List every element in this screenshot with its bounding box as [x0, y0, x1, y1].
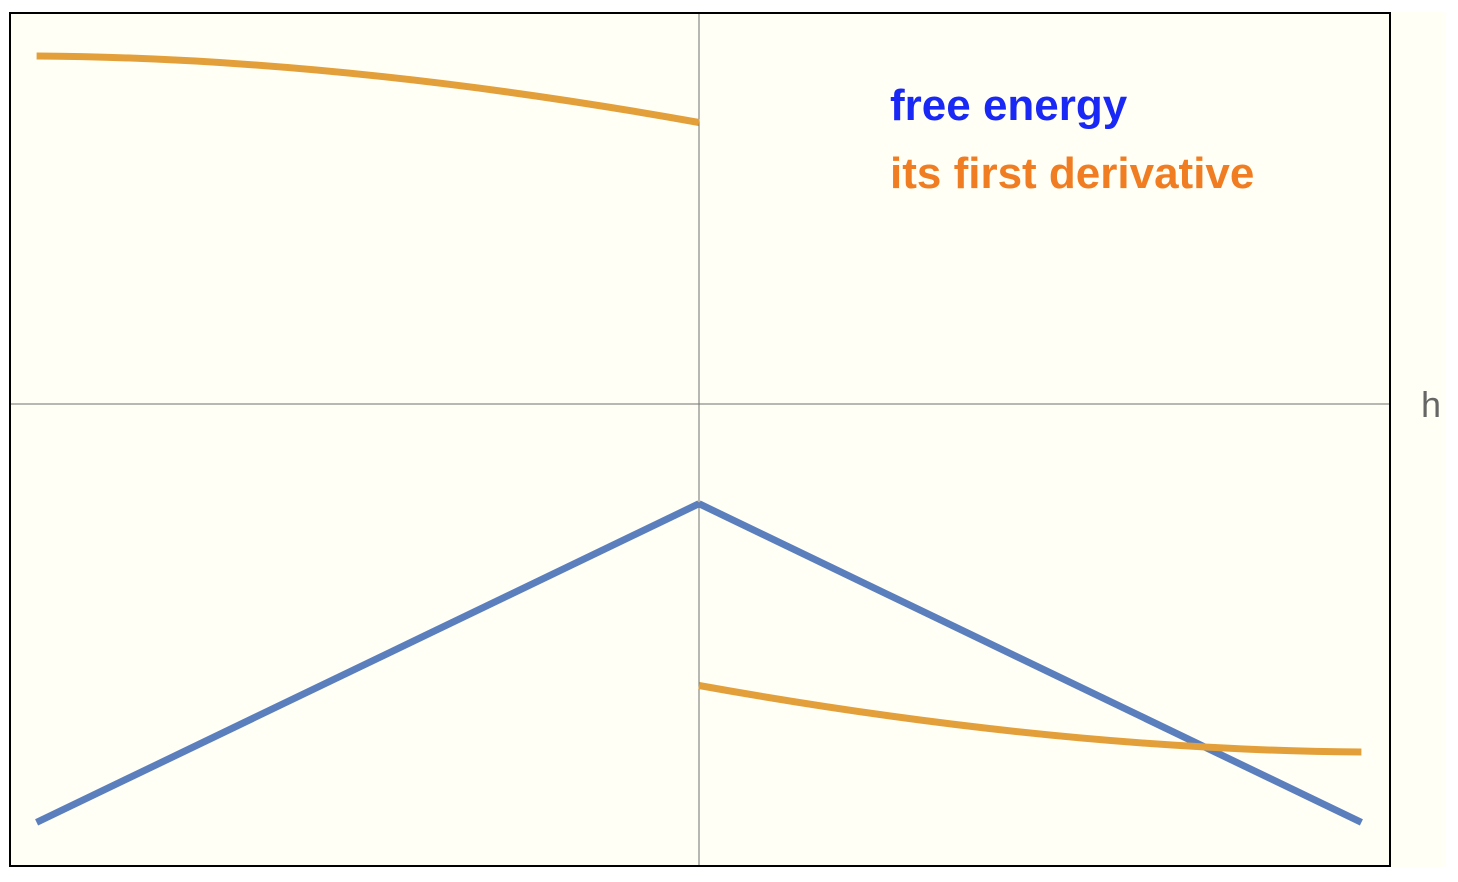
plot-frame: [9, 12, 1391, 867]
first-derivative-line-segment-2: [698, 682, 1362, 756]
free-energy-line-segment-2: [697, 500, 1363, 826]
legend-free-energy: free energy: [890, 81, 1128, 130]
free-energy-line-segment-1: [35, 500, 701, 826]
plot-outer-background: [1390, 12, 1446, 867]
series-layer: [35, 52, 1363, 826]
x-axis-label: h: [1421, 384, 1441, 425]
legend-first-derivative: its first derivative: [890, 149, 1254, 198]
first-derivative-line-segment-1: [36, 52, 700, 126]
